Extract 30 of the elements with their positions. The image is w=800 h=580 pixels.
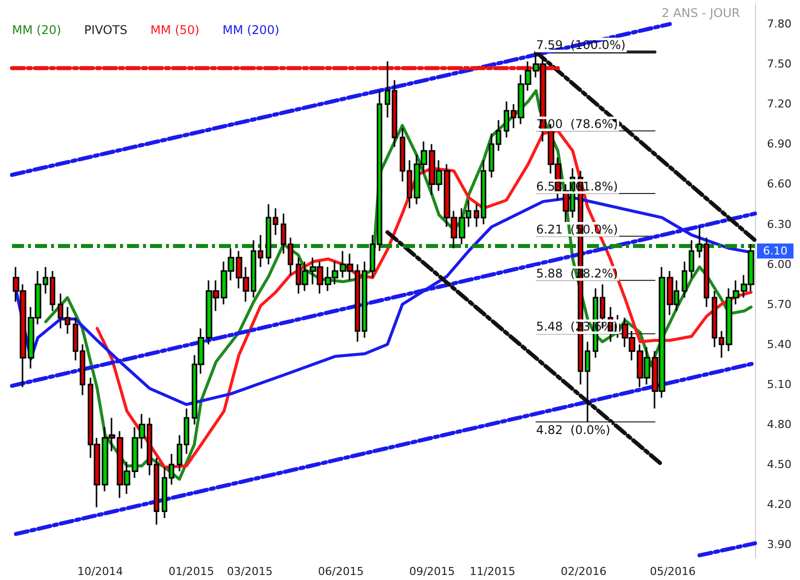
text: MM (50) <box>150 23 200 37</box>
x-tick-label: 06/2015 <box>318 565 364 578</box>
x-tick-label: 10/2014 <box>77 565 124 578</box>
x-tick-label: 05/2016 <box>650 565 696 578</box>
annotation: 6.10 <box>763 244 788 258</box>
y-tick-label: 6.60 <box>767 178 792 191</box>
text: MM (20) <box>12 23 62 37</box>
annotation: 4.82 (0.0%) <box>536 422 610 437</box>
y-tick-label: 7.20 <box>767 98 792 111</box>
y-tick-label: 6.00 <box>767 258 792 271</box>
y-tick-label: 3.90 <box>767 538 792 552</box>
text: PIVOTS <box>84 23 128 37</box>
x-tick-label: 03/2015 <box>226 565 273 578</box>
y-tick-label: 5.70 <box>767 298 792 311</box>
chart-subtitle: 2 ANS - JOUR <box>662 6 740 20</box>
y-tick-label: 5.10 <box>767 378 792 391</box>
y-tick-label: 6.30 <box>767 218 792 231</box>
text: MM (200) <box>222 23 280 37</box>
x-tick-label: 09/2015 <box>409 565 455 578</box>
x-tick-label: 01/2015 <box>168 565 214 578</box>
y-tick-label: 4.20 <box>767 498 792 512</box>
x-tick-label: 11/2015 <box>470 565 516 578</box>
y-tick-label: 4.50 <box>767 458 792 472</box>
y-tick-label: 6.90 <box>767 138 792 151</box>
y-tick-label: 5.40 <box>767 338 792 351</box>
x-tick-label: 02/2016 <box>560 565 606 578</box>
y-tick-label: 7.50 <box>767 58 792 71</box>
y-tick-label: 4.80 <box>767 418 792 432</box>
y-tick-label: 7.80 <box>767 18 792 31</box>
annotation: 5.48 (23.6%) <box>536 320 618 334</box>
